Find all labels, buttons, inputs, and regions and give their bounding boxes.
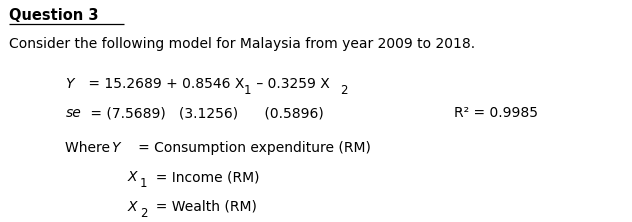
Text: = 15.2689 + 0.8546 X: = 15.2689 + 0.8546 X [84,77,245,91]
Text: X: X [128,200,137,214]
Text: = Wealth (RM): = Wealth (RM) [147,200,257,214]
Text: Y: Y [66,77,74,91]
Text: X: X [128,170,137,184]
Text: Where: Where [66,141,115,155]
Text: – 0.3259 X: – 0.3259 X [252,77,330,91]
Text: 2: 2 [140,206,147,220]
Text: Consider the following model for Malaysia from year 2009 to 2018.: Consider the following model for Malaysi… [9,37,475,51]
Text: 1: 1 [244,84,252,97]
Text: Y: Y [111,141,119,155]
Text: 2: 2 [340,84,348,97]
Text: 1: 1 [140,177,147,190]
Text: Question 3: Question 3 [9,8,99,23]
Text: R² = 0.9985: R² = 0.9985 [454,106,538,120]
Text: = Consumption expenditure (RM): = Consumption expenditure (RM) [125,141,371,155]
Text: se: se [66,106,81,120]
Text: = (7.5689)   (3.1256)      (0.5896): = (7.5689) (3.1256) (0.5896) [86,106,324,120]
Text: = Income (RM): = Income (RM) [147,170,260,184]
